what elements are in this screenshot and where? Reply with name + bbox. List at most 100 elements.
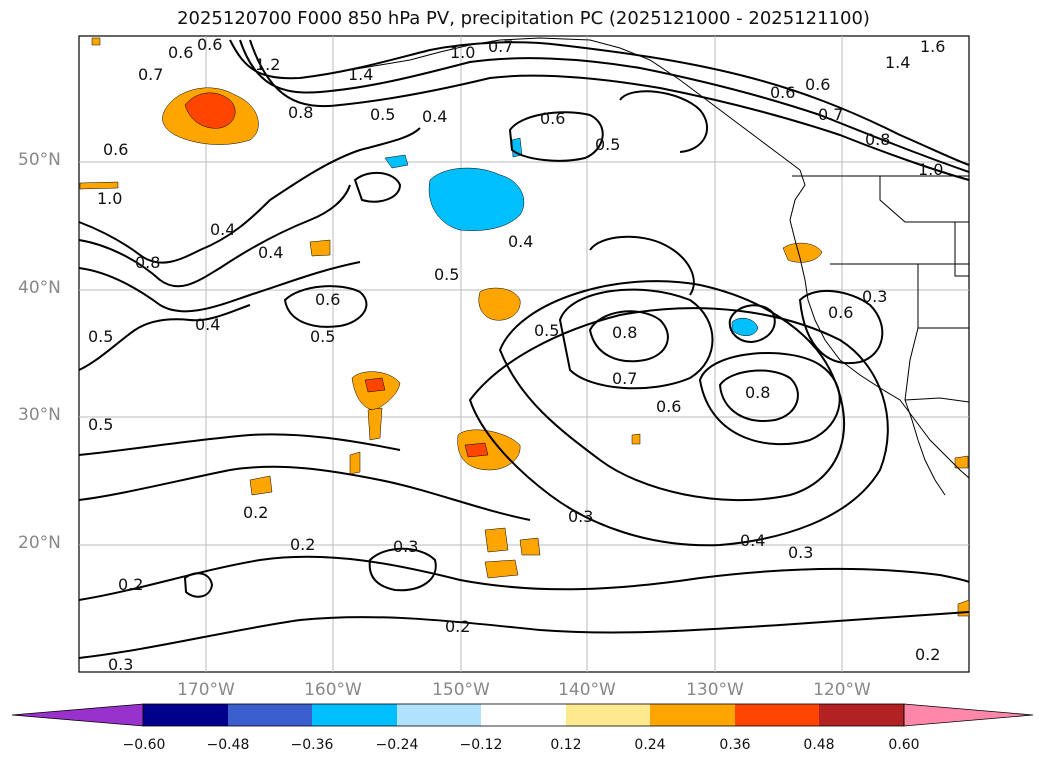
pv-contour xyxy=(78,261,361,313)
precipitation-shading xyxy=(79,37,970,617)
pv-contour xyxy=(619,90,709,153)
pv-contour xyxy=(239,39,970,173)
lon-label: 170°W xyxy=(177,680,235,700)
pv-contour xyxy=(558,288,714,390)
colorbar-segments xyxy=(11,703,1034,727)
contour-label: 0.7 xyxy=(612,369,637,388)
contour-label: 1.6 xyxy=(920,37,945,56)
contour-label: 0.5 xyxy=(88,327,113,346)
contour-label: 0.4 xyxy=(422,107,447,126)
precip-positive-area xyxy=(249,475,273,496)
colorbar-tick: −0.36 xyxy=(290,737,334,753)
colorbar-segment xyxy=(481,704,566,726)
lon-label: 160°W xyxy=(304,680,362,700)
lon-label: 150°W xyxy=(432,680,490,700)
colorbar-tick: −0.24 xyxy=(375,737,419,753)
pv-contour xyxy=(229,39,970,166)
colorbar-segment xyxy=(903,703,1034,727)
contour-label: 0.2 xyxy=(243,503,268,522)
pv-contour xyxy=(698,352,841,446)
pv-contour xyxy=(78,127,421,264)
contour-label: 0.8 xyxy=(288,103,313,122)
contour-label: 0.3 xyxy=(788,543,813,562)
contour-label: 0.6 xyxy=(656,397,681,416)
contour-label: 0.5 xyxy=(434,265,459,284)
colorbar-segment xyxy=(566,704,650,726)
pv-contour xyxy=(78,433,401,456)
contour-label: 0.8 xyxy=(745,383,770,402)
pv-contour xyxy=(78,304,251,371)
contour-label: 0.5 xyxy=(534,321,559,340)
precip-strong-area xyxy=(364,377,386,393)
contour-label: 0.6 xyxy=(540,109,565,128)
pv-contour xyxy=(718,369,799,422)
pv-contour xyxy=(78,465,531,521)
pv-contour xyxy=(368,547,437,592)
contour-label: 0.3 xyxy=(862,287,887,306)
contour-label: 0.5 xyxy=(595,135,620,154)
pv-contour xyxy=(468,307,889,547)
colorbar-tick: −0.60 xyxy=(122,737,166,753)
contour-label: 0.7 xyxy=(818,105,843,124)
contour-label: 0.3 xyxy=(108,655,133,674)
alaska-coast xyxy=(349,37,801,171)
precip-positive-area xyxy=(519,537,541,556)
colorbar-segment xyxy=(143,704,228,726)
precip-negative-area xyxy=(384,154,409,169)
precip-positive-area xyxy=(91,37,101,46)
contour-label: 0.6 xyxy=(805,75,830,94)
contour-label: 0.6 xyxy=(168,43,193,62)
contour-label: 0.4 xyxy=(258,243,283,262)
pv-contour xyxy=(78,555,970,601)
lat-label: 20°N xyxy=(18,533,61,553)
lon-label: 130°W xyxy=(686,680,744,700)
coastlines xyxy=(349,37,970,496)
contour-label: 0.8 xyxy=(135,253,160,272)
contour-label: 0.3 xyxy=(568,507,593,526)
state-border xyxy=(954,222,969,277)
contour-labels: 0.6 0.6 1.2 1.4 1.0 0.7 1.6 1.4 0.7 0.8 … xyxy=(88,35,945,674)
us-west-coast xyxy=(799,257,970,479)
contour-label: 0.6 xyxy=(103,140,128,159)
colorbar-tick: 0.48 xyxy=(803,737,835,753)
contour-label: 1.4 xyxy=(885,53,910,72)
contour-label: 0.4 xyxy=(210,220,235,239)
precip-negative-area xyxy=(731,317,759,336)
precip-positive-area xyxy=(484,527,509,553)
contour-label: 1.2 xyxy=(255,55,280,74)
lon-label: 120°W xyxy=(813,680,871,700)
bc-coast xyxy=(789,169,806,259)
colorbar-tick: 0.60 xyxy=(888,737,920,753)
contour-label: 0.6 xyxy=(315,290,340,309)
colorbar-tick: −0.48 xyxy=(206,737,250,753)
colorbar-tick: 0.36 xyxy=(719,737,751,753)
pv-contour xyxy=(508,111,604,162)
pv-contour xyxy=(183,572,214,598)
contour-label: 0.8 xyxy=(612,323,637,342)
precip-positive-area xyxy=(367,407,383,441)
baja-coast xyxy=(904,399,946,496)
contour-label: 0.7 xyxy=(138,65,163,84)
colorbar-tick: 0.24 xyxy=(634,737,666,753)
pv-contours xyxy=(78,39,970,659)
precip-strong-area xyxy=(464,442,489,458)
precip-positive-area xyxy=(309,239,331,257)
contour-label: 0.5 xyxy=(310,327,335,346)
contour-label: 0.2 xyxy=(445,617,470,636)
colorbar-segment xyxy=(650,704,735,726)
pv-contour xyxy=(353,171,402,203)
colorbar-segment xyxy=(819,704,904,726)
contour-label: 0.6 xyxy=(197,35,222,54)
contour-label: 1.4 xyxy=(348,65,373,84)
contour-label: 1.0 xyxy=(97,189,122,208)
colorbar-segment xyxy=(228,704,312,726)
colorbar-segment xyxy=(11,703,144,727)
precip-positive-area xyxy=(478,287,521,321)
lon-label: 140°W xyxy=(558,680,616,700)
colorbar-tick: 0.12 xyxy=(550,737,582,753)
pv-contour xyxy=(588,310,669,363)
contour-label: 0.4 xyxy=(740,531,765,550)
contour-label: 0.7 xyxy=(488,37,513,56)
